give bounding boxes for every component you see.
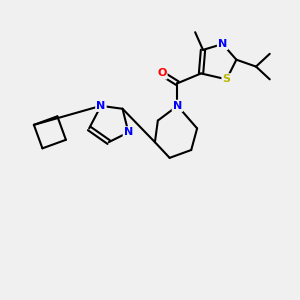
- Text: N: N: [96, 101, 106, 111]
- Text: N: N: [218, 39, 227, 49]
- Text: N: N: [173, 101, 182, 111]
- Text: O: O: [157, 68, 167, 78]
- Text: S: S: [223, 74, 231, 84]
- Text: N: N: [124, 127, 133, 137]
